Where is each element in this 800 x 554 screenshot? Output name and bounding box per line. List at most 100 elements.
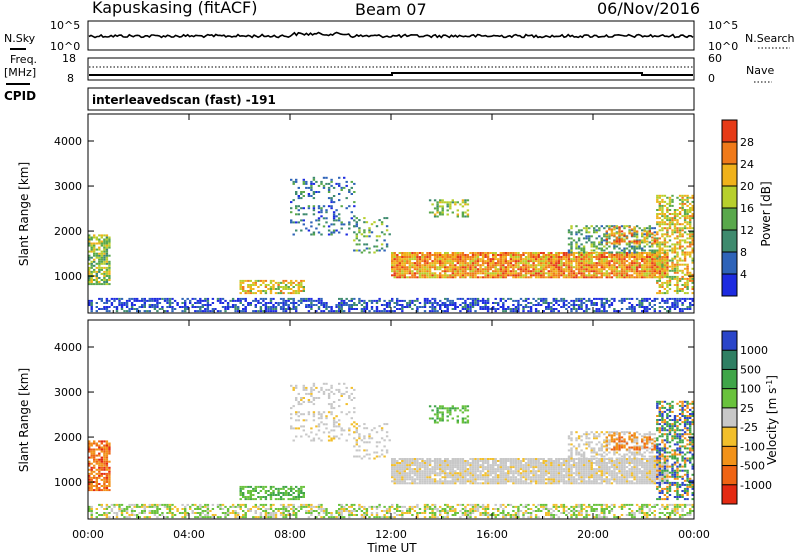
power-cell — [661, 252, 664, 254]
power-cell — [648, 249, 651, 252]
power-cell — [454, 308, 457, 310]
power-cell — [88, 250, 91, 253]
power-cell — [340, 299, 343, 302]
velocity-cell — [108, 489, 111, 492]
power-cell — [608, 299, 611, 302]
power-cell — [550, 306, 553, 308]
velocity-cell — [199, 516, 202, 519]
power-cell — [499, 258, 502, 261]
power-cell — [110, 302, 114, 304]
velocity-cell — [103, 472, 106, 475]
velocity-cell — [315, 433, 318, 436]
power-cell — [108, 272, 111, 275]
power-cell — [290, 288, 293, 290]
power-cell — [686, 308, 689, 310]
velocity-cell — [108, 474, 111, 477]
power-cell — [507, 270, 510, 273]
power-cell — [459, 203, 462, 206]
power-cell — [413, 258, 417, 261]
power-cell — [678, 245, 682, 248]
power-cell — [656, 237, 659, 240]
power-cell — [605, 225, 608, 228]
power-cell — [290, 297, 293, 300]
power-cell — [474, 254, 477, 256]
power-cell — [146, 310, 149, 313]
power-cell — [673, 251, 677, 254]
power-cell — [661, 200, 664, 203]
power-cell — [661, 215, 664, 218]
velocity-cell — [267, 514, 270, 516]
power-cell — [653, 274, 656, 277]
velocity-cell — [234, 514, 237, 516]
power-cell — [350, 186, 353, 189]
power-cell — [456, 215, 459, 218]
power-cell — [363, 299, 366, 302]
power-cell — [90, 277, 93, 279]
power-cell — [466, 203, 470, 206]
power-cell — [269, 297, 273, 300]
velocity-cell — [338, 423, 341, 426]
velocity-cell — [476, 508, 480, 510]
power-cell — [393, 272, 396, 275]
power-cell — [603, 239, 606, 242]
power-cell — [456, 262, 459, 265]
power-cell — [416, 258, 419, 261]
power-cell — [277, 286, 280, 288]
power-cell — [406, 258, 409, 261]
velocity-cell — [307, 401, 311, 403]
velocity-cell — [125, 510, 129, 512]
velocity-cell — [297, 427, 300, 430]
power-cell — [441, 260, 444, 263]
power-cell — [469, 302, 472, 304]
power-cell — [431, 274, 434, 277]
power-cell — [295, 302, 298, 304]
velocity-cell — [446, 516, 449, 519]
power-cell — [403, 299, 406, 302]
power-cell — [393, 258, 396, 261]
power-cell — [673, 304, 677, 306]
power-cell — [534, 254, 538, 256]
power-cell — [315, 219, 318, 222]
power-cell — [522, 258, 525, 261]
power-cell — [588, 262, 591, 265]
power-cell — [441, 199, 444, 202]
power-cell — [608, 260, 611, 263]
velocity-cell — [540, 510, 543, 512]
power-cell — [446, 258, 449, 261]
power-cell — [585, 227, 588, 230]
power-cell — [499, 260, 502, 263]
power-cell — [282, 304, 285, 306]
power-cell — [295, 290, 298, 292]
velocity-cell — [171, 508, 174, 510]
power-cell — [451, 254, 454, 256]
velocity-cell — [595, 508, 598, 510]
power-cell — [689, 219, 692, 222]
velocity-cell — [373, 505, 376, 508]
velocity-cell — [156, 512, 159, 514]
power-cell — [401, 258, 404, 261]
power-cell — [95, 277, 98, 279]
power-cell — [686, 265, 689, 268]
power-cell — [196, 310, 199, 313]
power-cell — [618, 270, 621, 273]
velocity-cell — [461, 512, 465, 514]
power-cell — [663, 281, 667, 284]
power-cell — [590, 266, 593, 269]
power-cell — [239, 310, 242, 313]
power-cell — [449, 304, 452, 306]
power-cell — [615, 231, 619, 234]
power-cell — [254, 292, 257, 295]
power-cell — [575, 308, 578, 310]
power-cell — [666, 258, 669, 261]
power-cell — [441, 276, 444, 279]
power-cell — [125, 306, 129, 308]
power-cell — [625, 266, 629, 269]
power-cell — [340, 227, 343, 230]
power-cell — [658, 207, 661, 209]
power-cell — [322, 186, 326, 189]
power-cell — [683, 225, 687, 228]
power-cell — [295, 205, 298, 208]
power-cell — [396, 272, 399, 275]
power-cell — [481, 276, 485, 279]
velocity-cell — [332, 401, 336, 403]
